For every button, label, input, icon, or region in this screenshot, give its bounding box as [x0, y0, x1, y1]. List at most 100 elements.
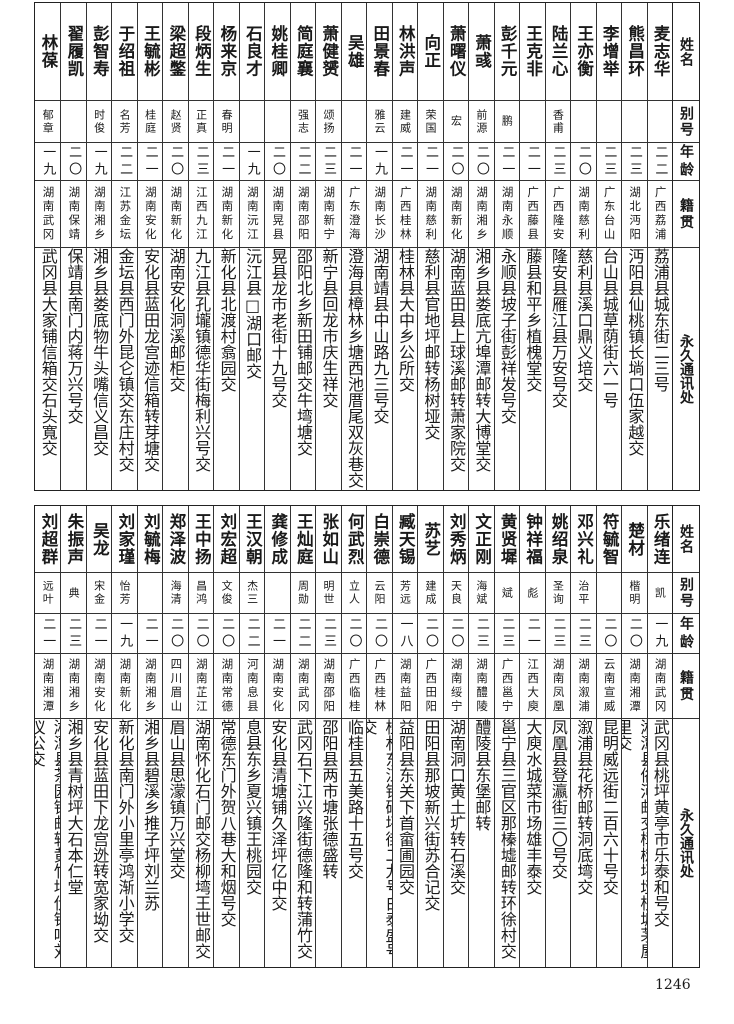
age-cell-text: 一八	[397, 616, 413, 651]
name-cell: 王亦衡	[571, 3, 596, 101]
age-cell-text: 二〇	[601, 616, 617, 651]
age-cell: 二一	[265, 614, 290, 654]
header-native: 籍贯	[673, 181, 699, 248]
name-cell: 臧天锡	[392, 506, 418, 573]
name-cell-text: 黄贤墀	[498, 512, 518, 566]
native-cell-text: 湖南安化	[271, 658, 286, 714]
native-cell: 湖南湘乡	[86, 181, 112, 248]
age-cell-text: 二三	[473, 616, 489, 651]
alias-cell-text: 荣国	[423, 108, 437, 135]
name-cell-text: 臧天锡	[396, 512, 416, 566]
name-cell: 吴雄	[341, 3, 367, 101]
native-cell-text: 湖南邵阳	[322, 658, 337, 714]
name-cell: 朱振声	[61, 506, 86, 573]
table-row: 王亦衡 二〇 湖南慈利 慈利县溪口鼎义培交	[570, 3, 596, 490]
name-cell: 刘毓梅	[137, 506, 163, 573]
alias-cell-text: 赵贤	[169, 108, 183, 135]
alias-cell-text: 郁章	[41, 108, 55, 135]
age-cell-text: 二一	[524, 144, 540, 179]
age-cell-text: 二三	[626, 144, 642, 179]
native-cell: 江西九江	[188, 181, 214, 248]
age-cell: 二〇	[469, 143, 494, 181]
name-cell-text: 石良才	[243, 25, 263, 78]
table-row: 苏艺 建成 二〇 广西田阳 田阳县那坡新兴街苏合记交	[417, 506, 443, 967]
header-name: 姓名	[673, 3, 699, 101]
alias-cell: 宋金	[86, 573, 112, 614]
name-cell: 萧健赟	[316, 3, 341, 101]
age-cell-text: 二三	[321, 144, 337, 179]
age-cell: 二一	[137, 143, 163, 181]
address-cell: 湖南蓝田县上球溪邮转萧家院交	[444, 248, 468, 490]
name-cell-text: 熊昌环	[625, 25, 645, 78]
name-cell-text: 姚桂卿	[268, 25, 288, 78]
alias-cell-text: 凯	[653, 586, 667, 600]
address-cell-text: 湖南蓝田县上球溪邮转萧家院交	[446, 248, 466, 472]
address-cell: 新化县南门外小里亭鸿渐小学交	[112, 719, 136, 967]
name-cell: 邓兴礼	[571, 506, 596, 573]
alias-cell: 治平	[571, 573, 596, 614]
address-cell-text: 田阳县那坡新兴街苏合记交	[421, 719, 441, 911]
name-cell: 彭智寿	[86, 3, 112, 101]
name-cell-text: 邓兴礼	[574, 512, 594, 566]
table-row: 刘超群 远叶 二一 湖南湘潭 湘潭县茶园铺邮转黄竹坤伏铺咀刘仪公交	[34, 506, 61, 967]
name-cell-text: 钟祥福	[523, 512, 543, 566]
age-cell: 二三	[622, 143, 647, 181]
table-row: 陆兰心 香甫 二三 广西隆安 隆安县雁江县万安号交	[544, 3, 571, 490]
alias-cell: 周勋	[290, 573, 316, 614]
alias-cell: 宏	[443, 101, 469, 143]
address-cell-text: 常德东门外贺八巷大和烟号交	[217, 719, 237, 927]
native-cell-text: 湖南溆浦	[577, 658, 592, 714]
name-cell: 乐绪连	[647, 506, 673, 573]
address-cell: 永顺县坡子街彭祥发号交	[495, 248, 519, 490]
age-cell-text: 二一	[346, 144, 362, 179]
native-cell-text: 湖南凤凰	[551, 658, 566, 714]
name-cell: 陆兰心	[545, 3, 571, 101]
name-cell-text: 王毓彬	[141, 25, 161, 78]
native-cell-text: 湖南慈利	[424, 186, 439, 242]
address-cell-text: 凤凰县登瀛街三〇号交	[548, 719, 568, 879]
name-cell: 向正	[418, 3, 443, 101]
native-cell-text: 湖南新化	[118, 658, 133, 714]
address-cell: 湘乡县娄底物牛头嘴信义昌交	[87, 248, 111, 490]
address-cell-text: 桂林县大中乡公所交	[395, 248, 415, 392]
name-cell: 钟祥福	[520, 506, 545, 573]
table-row: 张如山 明世 二三 湖南邵阳 邵阳县两市塘张德盛转	[315, 506, 341, 967]
alias-cell: 荣国	[418, 101, 443, 143]
age-cell-text: 二〇	[346, 616, 362, 651]
alias-cell: 远叶	[34, 573, 61, 614]
age-cell: 二〇	[443, 614, 469, 654]
name-cell-text: 吴雄	[345, 34, 365, 69]
alias-cell	[647, 101, 673, 143]
age-cell-text: 二一	[142, 144, 158, 179]
age-cell: 二二	[112, 143, 137, 181]
table-row: 林洪声 建威 二一 广西桂林 桂林县大中乡公所交	[391, 3, 418, 490]
native-cell: 湖南湘潭	[34, 654, 61, 719]
native-cell-text: 湖南安化	[92, 658, 107, 714]
age-cell: 二一	[341, 143, 367, 181]
address-cell: 隆安县雁江县万安号交	[546, 248, 570, 490]
native-cell: 湖南新化	[112, 654, 137, 719]
native-cell-text: 湖南湘乡	[92, 186, 107, 242]
alias-cell: 建成	[418, 573, 443, 614]
age-cell-text: 二〇	[626, 616, 642, 651]
age-cell-text: 二〇	[66, 144, 82, 179]
alias-cell	[596, 573, 622, 614]
alias-cell: 建威	[392, 101, 418, 143]
address-cell-text: 九江县孔壠镇德华街梅利兴号交	[192, 248, 212, 472]
age-cell: 一九	[367, 143, 392, 181]
alias-cell: 前源	[469, 101, 494, 143]
alias-cell-text: 建威	[398, 108, 412, 135]
native-cell: 湖南常德	[214, 654, 239, 719]
address-cell: 九江县孔壠镇德华街梅利兴号交	[189, 248, 213, 490]
address-cell: 湘乡县碧溪乡推子坪刘兰苏	[138, 719, 162, 967]
address-cell-text: 醴陵县东堡邮转	[472, 719, 492, 831]
name-cell-text: 彭千元	[498, 25, 518, 78]
table-row: 郑泽波 海清 二〇 四川眉山 眉山县思濛镇万兴堂交	[162, 506, 188, 967]
name-cell-text: 苏艺	[421, 521, 441, 557]
roster-table-bottom: 姓名 别号 年龄 籍贯 永久通讯处 乐绪连凯一九 湖南武冈 武冈县桃坪黄亭市乐泰和号交 楚材 楷明…	[34, 505, 700, 968]
native-cell: 湖南安化	[137, 181, 163, 248]
alias-cell	[265, 573, 290, 614]
name-cell-text: 符毓智	[600, 512, 620, 566]
age-cell: 二〇	[367, 614, 392, 654]
native-cell-text: 湖南湘乡	[475, 186, 490, 242]
